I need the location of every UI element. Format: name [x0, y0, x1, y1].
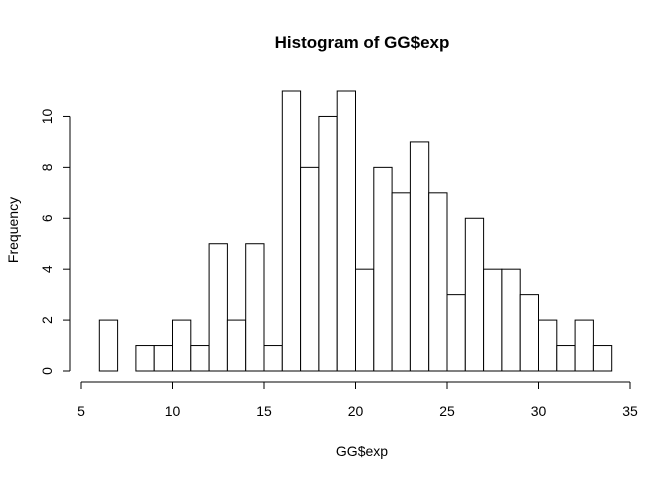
histogram-bar-22 — [501, 268, 521, 372]
histogram-bar-12 — [318, 115, 338, 372]
y-axis: 0 2 4 6 8 10 — [39, 108, 71, 375]
histogram-bar-26 — [574, 319, 594, 372]
histogram-bar-3 — [153, 345, 173, 372]
histogram-bar-21 — [483, 268, 503, 372]
x-tick-label-4: 25 — [439, 403, 455, 419]
histogram-bar-4 — [172, 319, 192, 372]
histogram-bar-15 — [373, 166, 393, 372]
histogram-bar-27 — [592, 345, 613, 372]
x-axis: 5 10 15 20 25 30 35 — [77, 381, 638, 419]
histogram-bar-25 — [556, 345, 576, 372]
chart-title: Histogram of GG$exp — [275, 33, 450, 52]
histogram-bar-11 — [300, 166, 320, 372]
histogram-bar-6 — [208, 243, 228, 372]
y-tick-label-0: 0 — [39, 367, 55, 375]
x-tick-label-0: 5 — [77, 403, 85, 419]
x-tick-label-5: 30 — [531, 403, 547, 419]
histogram-bar-18 — [428, 192, 448, 372]
histogram-bar-14 — [355, 268, 375, 372]
histogram-bar-17 — [409, 141, 430, 372]
histogram-bar-7 — [226, 319, 247, 372]
histogram-bar-5 — [190, 345, 210, 372]
histogram-bar-0 — [98, 319, 119, 372]
histogram-bar-19 — [446, 294, 466, 372]
y-axis-label: Frequency — [5, 197, 21, 263]
y-tick-label-4: 8 — [39, 163, 55, 171]
histogram-bar-2 — [135, 345, 155, 372]
histogram-bar-10 — [281, 90, 302, 372]
y-tick-label-1: 2 — [39, 316, 55, 324]
histogram-bar-20 — [464, 217, 485, 372]
histogram-bar-8 — [245, 243, 265, 372]
histogram-bar-16 — [391, 192, 411, 372]
bars-group — [98, 90, 613, 372]
y-tick-label-2: 4 — [39, 265, 55, 273]
x-axis-label: GG$exp — [336, 443, 388, 459]
x-tick-label-3: 20 — [348, 403, 364, 419]
histogram-bar-9 — [263, 345, 283, 372]
y-tick-label-5: 10 — [39, 108, 55, 124]
histogram-bar-23 — [519, 294, 540, 372]
x-tick-label-2: 15 — [256, 403, 272, 419]
y-tick-label-3: 6 — [39, 214, 55, 222]
x-tick-label-6: 35 — [622, 403, 638, 419]
histogram-bar-13 — [336, 90, 357, 372]
histogram-bar-24 — [538, 319, 558, 372]
x-tick-label-1: 10 — [165, 403, 181, 419]
